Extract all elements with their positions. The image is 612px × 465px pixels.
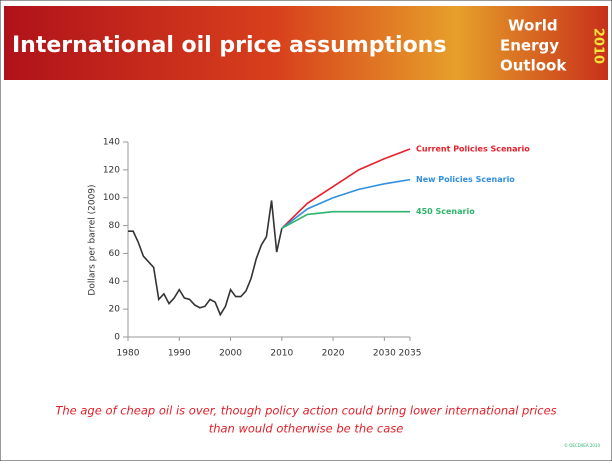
x-tick-label: 2010 [270, 349, 293, 359]
logo-year: 2010 [591, 28, 606, 64]
logo-text: Outlook [500, 57, 567, 75]
y-tick-label: 60 [109, 249, 121, 259]
y-tick-label: 20 [109, 305, 121, 315]
caption: than would otherwise be the case [209, 422, 404, 436]
series-line [281, 148, 411, 229]
y-tick-label: 100 [103, 193, 120, 203]
y-tick-label: 0 [114, 333, 120, 343]
y-tick-label: 40 [109, 277, 121, 287]
series-line [281, 178, 411, 229]
x-tick-label: 2000 [219, 349, 242, 359]
x-tick-label: 2030 [373, 349, 396, 359]
header-banner [4, 6, 608, 80]
series-label: New Policies Scenario [416, 175, 515, 184]
x-tick-label: 2035 [399, 349, 422, 359]
slide-title: International oil price assumptions [12, 33, 446, 58]
x-tick-label: 1990 [168, 349, 191, 359]
logo-text: World [508, 17, 558, 35]
x-tick-label: 1980 [117, 349, 140, 359]
logo-text: Energy [500, 37, 559, 55]
series-label: Current Policies Scenario [416, 144, 530, 153]
x-tick-label: 2020 [322, 349, 345, 359]
y-axis-label: Dollars per barrel (2009) [88, 184, 98, 295]
series-line [128, 200, 283, 317]
series-label: 450 Scenario [416, 207, 475, 216]
y-tick-label: 80 [109, 221, 121, 231]
caption: The age of cheap oil is over, though pol… [55, 404, 556, 418]
y-tick-label: 140 [103, 138, 120, 148]
y-tick-label: 120 [103, 165, 120, 175]
footer: © OECD/IEA 2010 [564, 443, 601, 448]
series-line [281, 210, 410, 230]
